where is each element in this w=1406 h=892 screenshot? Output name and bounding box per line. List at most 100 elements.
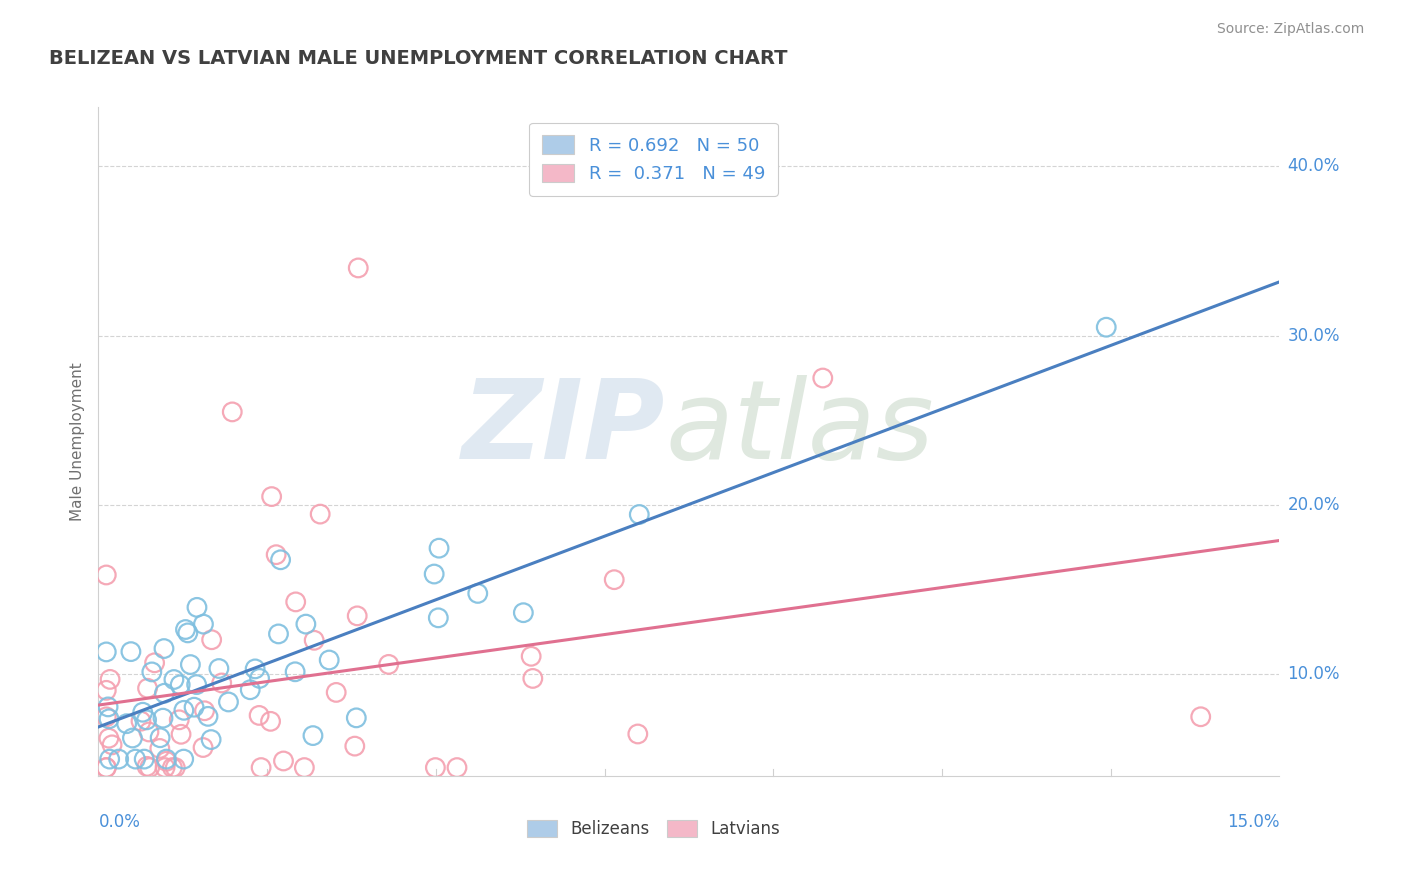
Point xyxy=(309,507,332,521)
Point xyxy=(346,608,368,623)
Point xyxy=(347,260,370,275)
Point xyxy=(186,600,208,615)
Point xyxy=(512,606,534,620)
Point xyxy=(270,553,292,567)
Text: BELIZEAN VS LATVIAN MALE UNEMPLOYMENT CORRELATION CHART: BELIZEAN VS LATVIAN MALE UNEMPLOYMENT CO… xyxy=(49,49,787,68)
Point xyxy=(446,761,468,775)
Point xyxy=(177,626,200,640)
Point xyxy=(153,686,176,700)
Point xyxy=(132,705,155,719)
Point xyxy=(628,508,651,522)
Point xyxy=(260,490,283,504)
Legend: Belizeans, Latvians: Belizeans, Latvians xyxy=(520,814,786,845)
Text: 40.0%: 40.0% xyxy=(1288,157,1340,176)
Point xyxy=(96,683,118,698)
Point xyxy=(425,761,447,775)
Point xyxy=(377,657,399,672)
Point xyxy=(247,708,270,723)
Point xyxy=(292,761,315,775)
Point xyxy=(173,752,195,766)
Point xyxy=(129,714,152,728)
Point xyxy=(134,752,156,766)
Point xyxy=(121,731,143,745)
Text: 15.0%: 15.0% xyxy=(1227,814,1279,831)
Point xyxy=(423,567,446,582)
Point xyxy=(179,657,201,672)
Point xyxy=(427,541,450,556)
Point xyxy=(165,761,187,775)
Point xyxy=(221,405,243,419)
Point xyxy=(218,695,240,709)
Point xyxy=(267,627,290,641)
Point xyxy=(186,677,208,691)
Point xyxy=(135,713,157,727)
Point xyxy=(107,752,129,766)
Point xyxy=(243,662,266,676)
Point xyxy=(96,568,118,582)
Point xyxy=(155,752,177,766)
Point xyxy=(197,709,219,723)
Point xyxy=(273,754,295,768)
Point xyxy=(163,673,186,687)
Point xyxy=(170,727,193,741)
Text: 20.0%: 20.0% xyxy=(1288,496,1340,514)
Text: Source: ZipAtlas.com: Source: ZipAtlas.com xyxy=(1216,22,1364,37)
Point xyxy=(98,673,121,687)
Point xyxy=(239,682,262,697)
Point xyxy=(153,641,176,656)
Point xyxy=(101,738,124,752)
Point xyxy=(211,676,233,690)
Point xyxy=(259,714,281,729)
Point xyxy=(284,665,307,679)
Point xyxy=(155,754,177,768)
Point xyxy=(193,704,215,718)
Text: 0.0%: 0.0% xyxy=(98,814,141,831)
Point xyxy=(141,665,163,679)
Point xyxy=(201,632,224,647)
Point xyxy=(149,741,172,756)
Point xyxy=(318,653,340,667)
Point xyxy=(302,729,325,743)
Point xyxy=(98,752,121,766)
Text: 30.0%: 30.0% xyxy=(1288,326,1340,344)
Point xyxy=(427,611,450,625)
Point xyxy=(98,712,121,726)
Point xyxy=(343,739,366,753)
Point xyxy=(136,681,159,696)
Point xyxy=(325,685,347,699)
Point xyxy=(115,716,138,731)
Point xyxy=(143,656,166,670)
Point xyxy=(302,633,325,648)
Point xyxy=(183,700,205,714)
Point xyxy=(96,761,118,775)
Point xyxy=(96,761,118,775)
Point xyxy=(167,713,190,727)
Point xyxy=(97,731,120,746)
Point xyxy=(174,623,197,637)
Point xyxy=(1189,710,1212,724)
Point xyxy=(250,761,273,775)
Point xyxy=(97,699,120,714)
Point xyxy=(149,731,172,745)
Point xyxy=(96,710,118,724)
Point xyxy=(191,740,214,755)
Text: ZIP: ZIP xyxy=(461,375,665,482)
Point xyxy=(153,761,176,775)
Point xyxy=(284,595,307,609)
Point xyxy=(1095,320,1118,334)
Point xyxy=(124,752,146,766)
Point xyxy=(120,645,142,659)
Point xyxy=(138,761,160,775)
Point xyxy=(295,617,318,632)
Point xyxy=(344,711,367,725)
Point xyxy=(627,727,650,741)
Text: atlas: atlas xyxy=(665,375,934,482)
Point xyxy=(249,672,271,686)
Point xyxy=(96,645,118,659)
Point xyxy=(152,711,174,725)
Point xyxy=(162,761,184,775)
Y-axis label: Male Unemployment: Male Unemployment xyxy=(70,362,86,521)
Point xyxy=(193,617,215,632)
Point xyxy=(811,371,834,385)
Point xyxy=(173,703,195,717)
